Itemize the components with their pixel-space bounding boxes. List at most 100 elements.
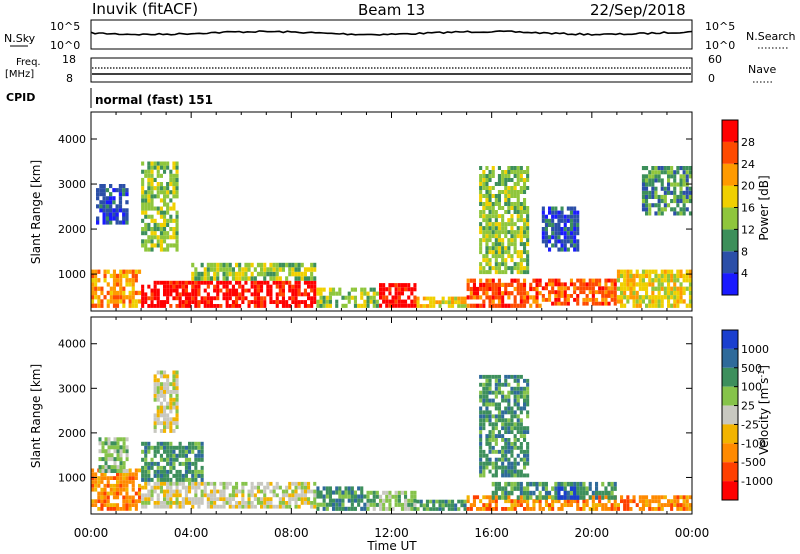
velocity-cell	[172, 401, 176, 406]
velocity-cell	[485, 414, 489, 419]
velocity-cell	[526, 394, 530, 399]
power-cell	[488, 262, 492, 267]
velocity-cell	[112, 495, 116, 500]
power-cell	[645, 211, 649, 216]
power-cell	[688, 199, 692, 204]
velocity-cell	[429, 507, 433, 511]
power-cell	[485, 282, 489, 287]
velocity-cell	[153, 449, 157, 454]
velocity-cell	[485, 442, 489, 446]
velocity-cell	[523, 461, 527, 466]
power-cell	[335, 299, 339, 304]
velocity-cell	[175, 445, 179, 450]
power-cell	[203, 276, 207, 281]
power-cell	[548, 282, 552, 287]
power-cell	[660, 295, 664, 300]
velocity-cell	[116, 472, 120, 477]
power-cell	[588, 278, 592, 283]
power-cell	[172, 231, 176, 236]
power-cell	[310, 267, 314, 272]
y-tick-label: 1000	[58, 471, 86, 484]
power-cell	[667, 203, 671, 208]
power-cell	[175, 239, 179, 244]
power-cell	[494, 198, 498, 202]
velocity-cell	[607, 499, 611, 504]
velocity-cell	[325, 494, 329, 499]
power-cell	[663, 199, 667, 204]
power-cell	[507, 303, 511, 308]
power-cell	[175, 194, 179, 199]
power-cell	[645, 207, 649, 212]
velocity-cell	[379, 498, 383, 503]
power-cell	[557, 286, 561, 291]
velocity-cell	[566, 495, 570, 500]
power-cell	[488, 278, 492, 283]
power-cell	[419, 304, 423, 308]
velocity-cell	[363, 502, 367, 507]
velocity-cell	[488, 422, 492, 427]
y-tick-label: 4000	[58, 133, 86, 146]
power-cell	[491, 234, 495, 239]
velocity-cell	[175, 390, 179, 394]
power-cell	[303, 292, 307, 297]
power-cell	[494, 194, 498, 198]
colorbar-tick-label: -100	[741, 437, 766, 450]
velocity-cell	[169, 429, 173, 433]
power-cell	[144, 190, 148, 195]
power-cell	[663, 295, 667, 300]
power-cell	[238, 280, 242, 285]
power-cell	[451, 304, 455, 308]
power-cell	[541, 235, 545, 240]
power-cell	[519, 218, 523, 223]
power-cell	[416, 300, 420, 305]
power-cell	[141, 198, 145, 203]
power-cell	[288, 284, 292, 289]
velocity-cell	[629, 499, 633, 504]
power-cell	[106, 303, 110, 308]
power-cell	[225, 267, 229, 272]
power-cell	[613, 290, 617, 295]
velocity-cell	[491, 445, 495, 450]
power-cell	[197, 304, 201, 308]
power-cell	[657, 278, 661, 283]
power-cell	[159, 214, 163, 219]
power-cell	[244, 262, 248, 268]
velocity-cell	[504, 430, 508, 434]
power-cell	[507, 178, 511, 182]
power-cell	[566, 218, 570, 223]
power-cell	[563, 286, 567, 291]
velocity-cell	[316, 494, 320, 499]
power-cell	[241, 284, 245, 289]
power-cell	[175, 173, 179, 178]
velocity-cell	[294, 489, 298, 494]
power-cell	[441, 300, 445, 305]
power-cell	[660, 199, 664, 204]
power-cell	[150, 177, 154, 182]
velocity-cell	[219, 489, 223, 494]
power-cell	[231, 271, 235, 277]
power-cell	[100, 290, 104, 296]
power-cell	[573, 206, 577, 211]
velocity-cell	[166, 477, 170, 482]
power-cell	[548, 239, 552, 244]
velocity-cell	[150, 461, 154, 466]
power-cell	[228, 292, 232, 297]
power-cell	[610, 286, 614, 291]
power-cell	[538, 303, 542, 308]
power-cell	[294, 267, 298, 272]
velocity-cell	[100, 495, 104, 500]
velocity-cell	[595, 481, 599, 487]
power-cell	[516, 278, 520, 283]
power-cell	[188, 280, 192, 285]
power-cell	[219, 280, 223, 285]
velocity-cell	[482, 495, 486, 500]
power-cell	[513, 170, 517, 174]
velocity-cell	[682, 503, 686, 507]
velocity-cell	[488, 430, 492, 434]
power-cell	[544, 222, 548, 227]
power-cell	[413, 303, 417, 308]
power-cell	[172, 165, 176, 170]
velocity-cell	[166, 421, 170, 426]
velocity-cell	[156, 382, 160, 387]
velocity-cell	[235, 481, 239, 486]
